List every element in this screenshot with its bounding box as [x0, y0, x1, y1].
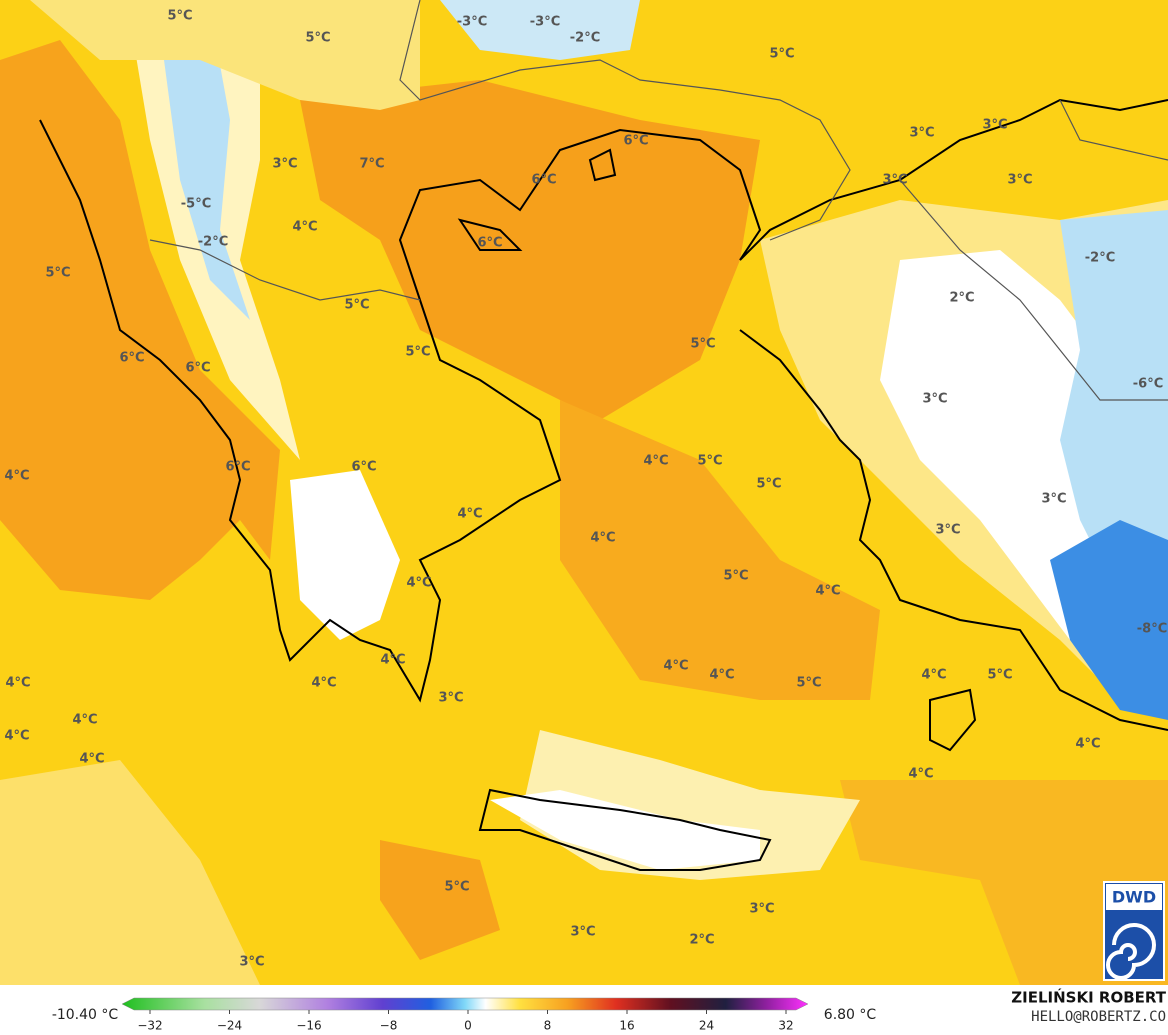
- logo-text: DWD: [1112, 888, 1156, 907]
- temperature-label: 5°C: [305, 31, 330, 46]
- temperature-label: 4°C: [72, 713, 97, 728]
- temperature-label: 3°C: [982, 118, 1007, 133]
- temperature-label: 4°C: [4, 469, 29, 484]
- colorbar-tick-label: 8: [544, 1019, 552, 1033]
- temperature-label: 3°C: [749, 902, 774, 917]
- temperature-label: 3°C: [935, 523, 960, 538]
- temperature-label: 4°C: [311, 676, 336, 691]
- temperature-label: 5°C: [987, 668, 1012, 683]
- temperature-label: 3°C: [570, 925, 595, 940]
- colorbar-min-label: -10.40 °C: [52, 1007, 119, 1023]
- temperature-label: 5°C: [697, 454, 722, 469]
- temperature-label: 4°C: [908, 767, 933, 782]
- author: ZIELIŃSKI ROBERT: [1011, 988, 1166, 1007]
- temperature-label: 5°C: [796, 676, 821, 691]
- temperature-label: 4°C: [590, 531, 615, 546]
- temperature-label: 2°C: [949, 291, 974, 306]
- temperature-label: 5°C: [344, 298, 369, 313]
- temperature-label: 5°C: [723, 569, 748, 584]
- temperature-label: 4°C: [5, 676, 30, 691]
- temperature-label: 4°C: [1075, 737, 1100, 752]
- temperature-label: 6°C: [119, 351, 144, 366]
- map-background: [0, 0, 1168, 985]
- colorbar-tick-label: 0: [464, 1019, 472, 1033]
- temperature-label: -2°C: [570, 31, 600, 46]
- temperature-label: 3°C: [922, 392, 947, 407]
- temperature-label: -3°C: [530, 15, 560, 30]
- temperature-label: 5°C: [444, 880, 469, 895]
- contact: HELLO@ROBERTZ.CO: [1031, 1009, 1166, 1025]
- temperature-label: 6°C: [623, 134, 648, 149]
- temperature-label: 5°C: [690, 337, 715, 352]
- temperature-label: 4°C: [709, 668, 734, 683]
- temperature-label: 3°C: [1041, 492, 1066, 507]
- temperature-label: 6°C: [185, 361, 210, 376]
- temperature-label: 3°C: [882, 173, 907, 188]
- colorbar-tick-label: 16: [619, 1019, 634, 1033]
- temperature-label: 6°C: [531, 173, 556, 188]
- temperature-label: -5°C: [181, 197, 211, 212]
- temperature-label: 4°C: [457, 507, 482, 522]
- colorbar-tick-label: −24: [217, 1019, 242, 1033]
- temperature-label: 4°C: [4, 729, 29, 744]
- temperature-label: 2°C: [689, 933, 714, 948]
- colorbar: [121, 997, 809, 1011]
- temperature-label: 4°C: [815, 584, 840, 599]
- temperature-label: 6°C: [225, 460, 250, 475]
- colorbar-tick-label: −8: [380, 1019, 398, 1033]
- temperature-label: 4°C: [406, 576, 431, 591]
- colorbar-tick-label: 32: [778, 1019, 793, 1033]
- borders: [149, 0, 1168, 401]
- temperature-label: 4°C: [921, 668, 946, 683]
- temperature-label: 4°C: [663, 659, 688, 674]
- temperature-label: 4°C: [292, 220, 317, 235]
- temperature-label: 4°C: [79, 752, 104, 767]
- temperature-label: 4°C: [380, 653, 405, 668]
- temperature-label: -6°C: [1133, 377, 1163, 392]
- temperature-label: 3°C: [239, 955, 264, 970]
- coastlines: [39, 98, 1168, 871]
- temperature-label: 6°C: [477, 236, 502, 251]
- temperature-label: 7°C: [359, 157, 384, 172]
- temperature-label: -2°C: [198, 235, 228, 250]
- temperature-label: -3°C: [457, 15, 487, 30]
- temperature-label: 3°C: [1007, 173, 1032, 188]
- colorbar-tick-label: 24: [699, 1019, 714, 1033]
- temperature-label: -2°C: [1085, 251, 1115, 266]
- temperature-label: 3°C: [909, 126, 934, 141]
- temperature-label: 4°C: [643, 454, 668, 469]
- colorbar-tick-label: −16: [296, 1019, 321, 1033]
- temperature-label: 5°C: [405, 345, 430, 360]
- temperature-label: 5°C: [756, 477, 781, 492]
- temperature-label: 5°C: [167, 9, 192, 24]
- temperature-label: 5°C: [769, 47, 794, 62]
- dwd-logo: DWD: [1103, 881, 1165, 981]
- temperature-label: 6°C: [351, 460, 376, 475]
- colorbar-max-label: 6.80 °C: [824, 1007, 877, 1023]
- temperature-label: 5°C: [45, 266, 70, 281]
- colorbar-tick-label: −32: [137, 1019, 162, 1033]
- temperature-label: -8°C: [1137, 622, 1167, 637]
- temperature-label: 3°C: [438, 691, 463, 706]
- temperature-label: 3°C: [272, 157, 297, 172]
